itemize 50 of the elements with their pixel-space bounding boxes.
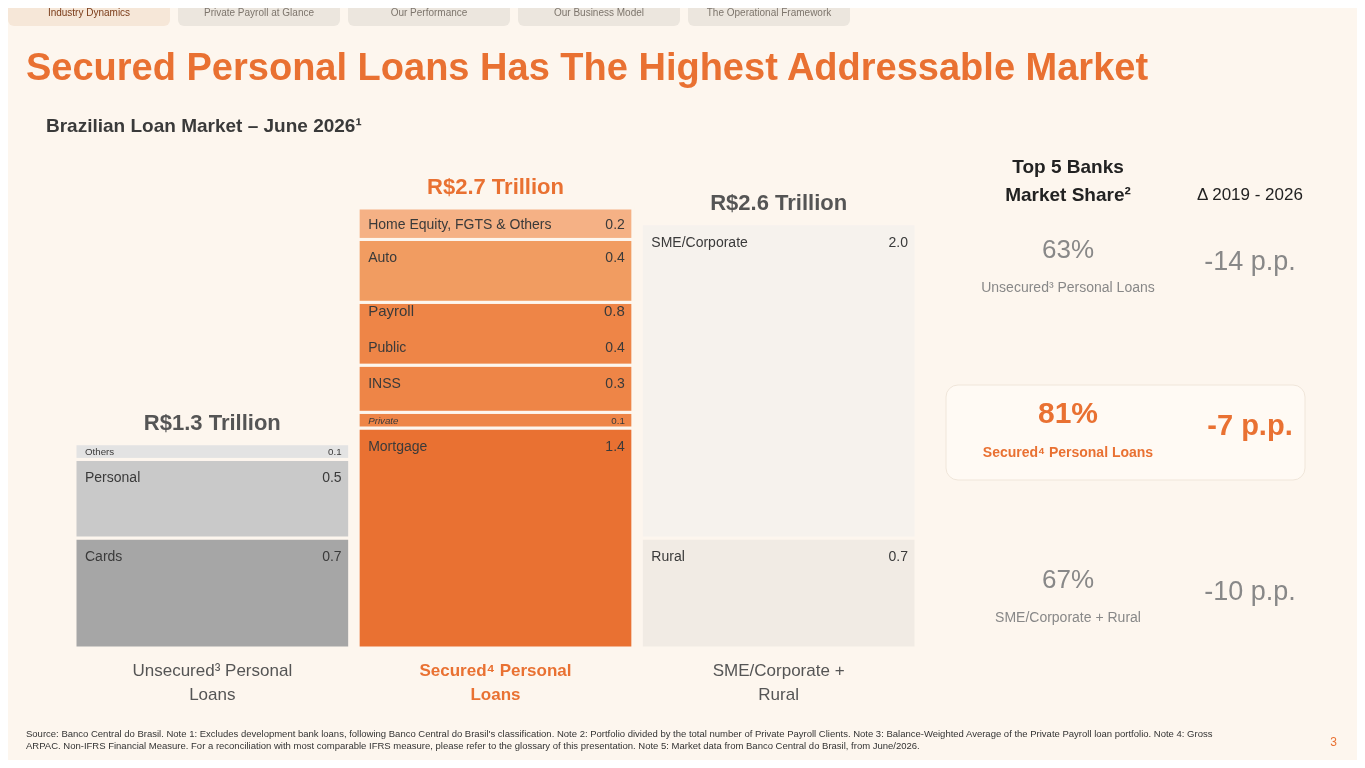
data-label: 0.7: [888, 547, 909, 564]
text: Our Performance: [390, 7, 468, 18]
text: -14 p.p.: [1204, 246, 1296, 276]
series-label: Auto: [368, 249, 398, 266]
annotation: 0.8: [603, 301, 625, 319]
total-label: R$1.3 Trillion: [143, 409, 281, 435]
annotation: Payroll: [368, 301, 415, 319]
series-label: Rural: [651, 547, 685, 564]
series-label: Private: [368, 414, 400, 426]
data-label: 0.5: [322, 469, 342, 486]
text: -10 p.p.: [1204, 576, 1296, 606]
text: Top 5 Banks Market Share²: [1005, 156, 1131, 205]
series-label: Others: [85, 445, 115, 457]
series-label: INSS: [368, 375, 401, 392]
text: The Operational Framework: [706, 7, 833, 18]
data-label: 0.4: [605, 339, 626, 356]
chart-title: Secured Personal Loans Has The Highest Addressable Market: [26, 46, 1149, 88]
data-label: 0.1: [611, 414, 625, 426]
data-label: 0.2: [605, 215, 626, 232]
total-label: R$2.6 Trillion: [710, 189, 848, 215]
text: Secured⁴ Personal Loans: [982, 444, 1154, 460]
series-label: Mortgage: [368, 437, 428, 454]
series-label: Personal: [85, 469, 141, 486]
data-label: 0.7: [322, 547, 342, 564]
text: SME/Corporate + Rural: [995, 609, 1141, 625]
x-tick-label: Unsecured³ Personal Loans: [132, 661, 293, 704]
chart-subtitle: Brazilian Loan Market – June 2026¹: [46, 115, 362, 136]
series-label: Cards: [85, 547, 123, 564]
data-label: 1.4: [605, 437, 626, 454]
data-label: 0.4: [605, 249, 626, 266]
x-tick-label: SME/Corporate + Rural: [712, 661, 845, 704]
text: Unsecured³ Personal Loans: [981, 279, 1155, 295]
source-note: Source: Banco Central do Brasil. Note 1: Excludes development bank loans, following Banco Central do Brasil's classification. Note 2: Portfolio divided by the total number of Private Payroll Clients. Note 3: Balance-Weighted Average of the Private Payroll loan portfolio. Note 4: Gross ARPAC. Non-IFRS Financial Measure. For a reconciliation with most comparable IFRS measure, please refer to the glossary of this presentation. Note 5: Market data from Banco Central do Brasil, from June/2026.: [26, 728, 1213, 751]
text: Industry Dynamics: [47, 7, 131, 18]
series-label: Home Equity, FGTS & Others: [368, 215, 552, 232]
series-label: Public: [368, 339, 407, 356]
text: 67%: [1041, 564, 1095, 594]
data-label: 0.1: [328, 445, 342, 457]
text: 81%: [1037, 396, 1099, 429]
text: 3: [1330, 735, 1338, 749]
text: 63%: [1041, 234, 1095, 264]
data-label: 2.0: [888, 233, 909, 250]
data-label: 0.3: [605, 375, 626, 392]
x-tick-label: Secured⁴ Personal Loans: [419, 661, 572, 704]
total-label: R$2.7 Trillion: [427, 174, 564, 199]
text: Δ 2019 - 2026: [1197, 185, 1303, 204]
text: Private Payroll at Glance: [203, 7, 315, 18]
text: Our Business Model: [553, 7, 645, 18]
text: -7 p.p.: [1207, 409, 1293, 441]
series-label: SME/Corporate: [651, 233, 749, 250]
